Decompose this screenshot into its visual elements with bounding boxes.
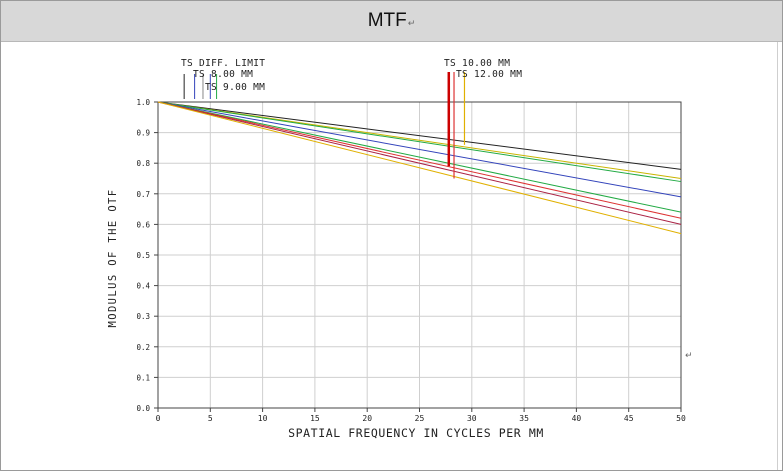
x-tick-label: 25 bbox=[415, 414, 425, 423]
figure-title: MTF bbox=[367, 10, 407, 31]
grid bbox=[157, 101, 682, 409]
series-line bbox=[157, 101, 682, 170]
series-line bbox=[157, 101, 682, 219]
x-tick-label: 45 bbox=[624, 414, 634, 423]
y-tick-label: 0.4 bbox=[136, 282, 150, 291]
y-tick-label: 0.2 bbox=[136, 343, 150, 352]
series-line bbox=[157, 101, 682, 183]
x-tick-label: 15 bbox=[310, 414, 320, 423]
right-divider bbox=[777, 42, 778, 470]
y-tick-label: 1.0 bbox=[136, 98, 150, 107]
y-tick-label: 0.7 bbox=[136, 190, 150, 199]
legend-entry: TS 9.00 MM bbox=[205, 82, 265, 93]
x-tick-label: 10 bbox=[258, 414, 268, 423]
y-tick-label: 0.1 bbox=[136, 373, 150, 382]
series-line bbox=[157, 101, 682, 198]
y-tick-label: 0.9 bbox=[136, 129, 150, 138]
x-tick-label: 0 bbox=[156, 414, 161, 423]
x-tick-label: 30 bbox=[467, 414, 477, 423]
return-mark-icon: ↵ bbox=[685, 351, 693, 361]
legend-entry: TS 12.00 MM bbox=[456, 69, 522, 80]
x-tick-label: 35 bbox=[519, 414, 529, 423]
y-tick-label: 0.6 bbox=[136, 220, 150, 229]
x-tick-label: 50 bbox=[676, 414, 686, 423]
series-line bbox=[157, 101, 682, 179]
legend-entry: TS DIFF. LIMIT bbox=[181, 58, 265, 69]
y-tick-label: 0.8 bbox=[136, 159, 150, 168]
series-group bbox=[157, 101, 682, 235]
x-tick-label: 5 bbox=[208, 414, 213, 423]
series-line bbox=[157, 101, 682, 235]
y-tick-label: 0.5 bbox=[136, 251, 150, 260]
markers-group bbox=[183, 72, 466, 179]
x-tick-label: 20 bbox=[362, 414, 372, 423]
header-bar: MTF ↵ bbox=[1, 1, 782, 42]
legend-entry: TS 8.00 MM bbox=[193, 69, 253, 80]
series-line bbox=[157, 101, 682, 225]
legend-entry: TS 10.00 MM bbox=[444, 58, 510, 69]
y-axis-label: MODULUS OF THE OTF bbox=[107, 189, 119, 328]
x-tick-label: 40 bbox=[572, 414, 582, 423]
return-mark-icon: ↵ bbox=[407, 19, 416, 29]
axis-ticks: 0 5 10 15 20 25 30 35 40 45 50 0.0 0.1 0.2 0.3 0.4 0.5 0.… bbox=[136, 98, 686, 423]
y-tick-label: 0.3 bbox=[136, 312, 150, 321]
y-tick-label: 0.0 bbox=[136, 404, 150, 413]
x-axis-label: SPATIAL FREQUENCY IN CYCLES PER MM bbox=[288, 426, 544, 440]
series-line bbox=[157, 101, 682, 213]
